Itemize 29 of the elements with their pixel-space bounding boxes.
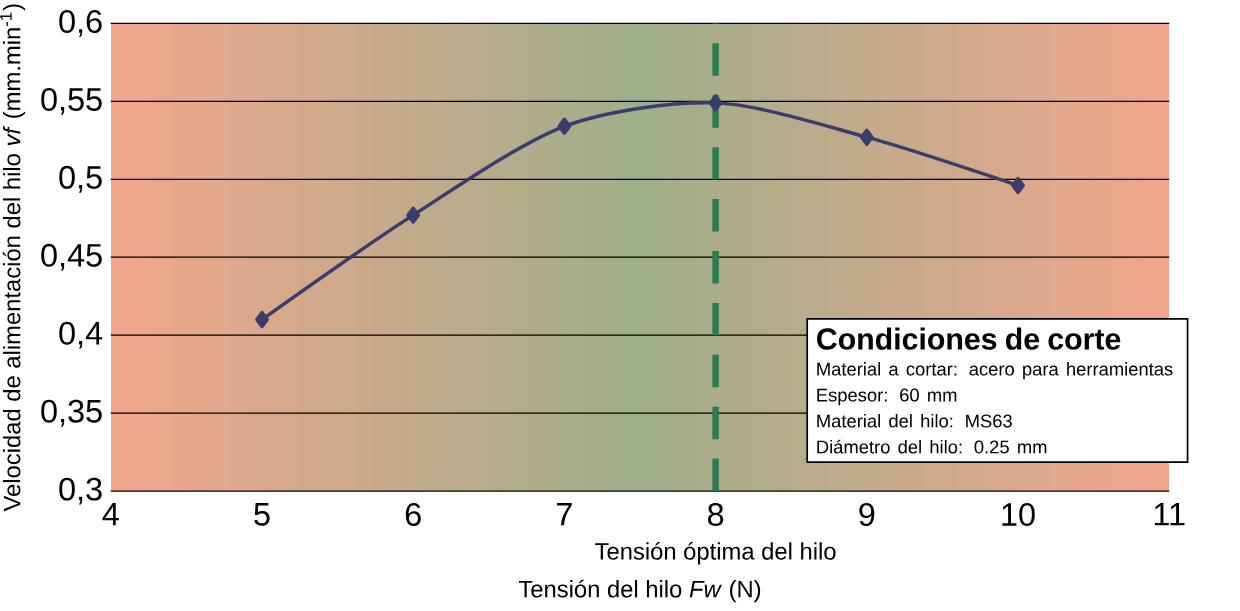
x-tick-label: 8 [708, 503, 724, 526]
annotation: Diámetro del hilo: 0.25 mm [817, 439, 1047, 454]
point [1011, 176, 1025, 195]
x-tick-label: 4 [102, 503, 119, 526]
point [406, 206, 421, 224]
ref-line-label: Tensión óptima del hilo [595, 541, 836, 565]
y-tick-label: 0,6 [59, 9, 102, 37]
y-tick-label: 0,3 [59, 477, 102, 505]
x-tick-label: 10 [1002, 503, 1035, 526]
x-axis-title: Tensión del hilo Fw (N) [518, 579, 761, 603]
y-axis-title: Velocidad de alimentación del hilo vf (mm.min$^{-1}$) [0, 4, 26, 512]
x-tick-label: 9 [859, 503, 875, 526]
y-tick-label: 0,45 [41, 243, 102, 271]
x-tick-label: 5 [254, 503, 270, 526]
y-tick-label: 0,4 [59, 321, 103, 349]
x-tick-label: 6 [405, 503, 421, 526]
x-tick-label: 7 [557, 503, 572, 526]
y-tick-label: 0,35 [41, 399, 102, 427]
y-tick-label: 0,55 [41, 87, 102, 115]
annotation: Espesor: 60 mm [817, 388, 957, 406]
y-tick-label: 0,5 [59, 165, 102, 193]
x-tick-label: 11 [1154, 503, 1185, 526]
point [859, 128, 874, 146]
annotation: Condiciones de corte [817, 327, 1121, 350]
point [557, 117, 572, 135]
annotation: Material del hilo: MS63 [817, 413, 1012, 428]
annotation: Material a cortar: acero para herramientas [817, 362, 1173, 380]
point [708, 94, 723, 112]
point [255, 310, 269, 329]
